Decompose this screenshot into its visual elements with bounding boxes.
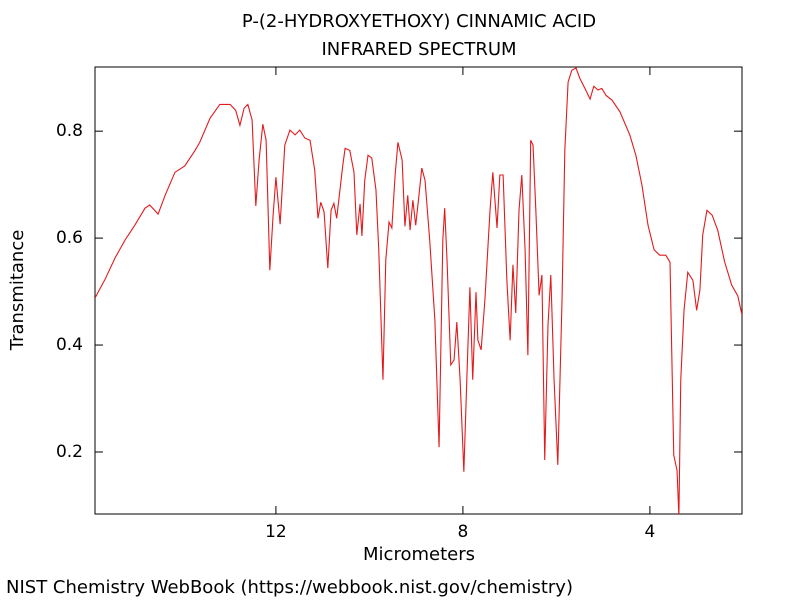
chart-title: P-(2-HYDROXYETHOXY) CINNAMIC ACID: [242, 11, 596, 32]
x-axis-label: Micrometers: [363, 544, 475, 565]
y-tick-label: 0.4: [56, 335, 83, 355]
x-tick-label: 4: [644, 522, 655, 542]
source-note: NIST Chemistry WebBook (https://webbook.…: [6, 577, 573, 598]
y-tick-label: 0.2: [56, 442, 83, 462]
x-tick-label: 8: [457, 522, 468, 542]
plot-frame: [94, 66, 743, 515]
y-axis-label: Transmitance: [7, 230, 28, 352]
chart-subtitle: INFRARED SPECTRUM: [321, 39, 516, 60]
y-tick-label: 0.8: [56, 121, 83, 141]
y-tick-label: 0.6: [56, 228, 83, 248]
x-tick-label: 12: [265, 522, 287, 542]
spectrum-line: [95, 67, 742, 514]
